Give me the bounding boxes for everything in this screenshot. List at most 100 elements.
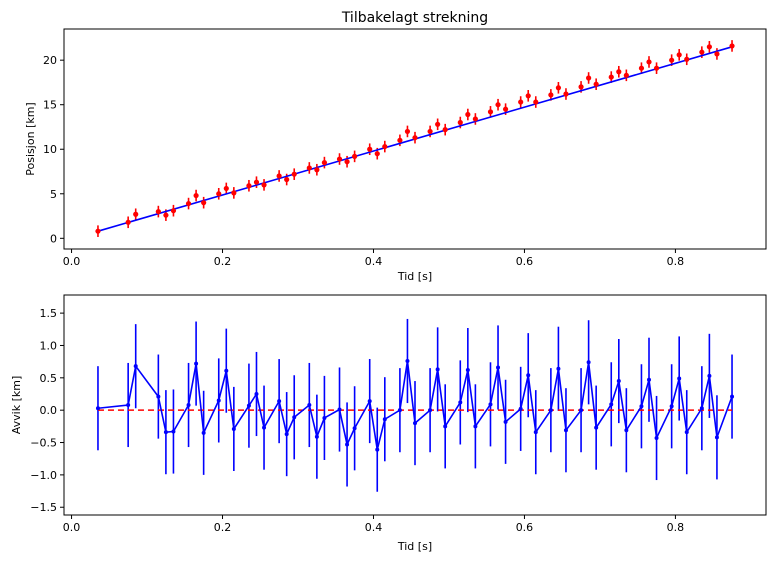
data-point	[276, 173, 282, 179]
data-point	[428, 408, 433, 413]
data-point	[730, 394, 735, 399]
data-point	[669, 404, 674, 409]
data-point	[171, 429, 176, 434]
data-point	[254, 392, 259, 396]
data-point	[253, 179, 260, 185]
y-tick-label: 1.0	[40, 339, 58, 352]
data-point	[367, 146, 373, 152]
data-point	[404, 128, 411, 135]
data-point	[639, 404, 644, 409]
data-point	[684, 430, 689, 435]
data-point	[284, 176, 290, 183]
data-point	[284, 432, 289, 437]
data-point	[608, 74, 614, 80]
data-point	[729, 43, 735, 49]
data-point	[186, 403, 191, 407]
data-point	[382, 143, 388, 150]
data-point	[155, 208, 161, 215]
data-point	[623, 72, 629, 78]
data-point	[556, 366, 561, 371]
y-tick-label: 15	[43, 99, 57, 112]
data-point	[322, 415, 327, 420]
position-chart: Tilbakelagt strekning 0.0 0.2 0.4 0.6 0.8 0 5 1…	[24, 10, 767, 283]
data-point	[533, 430, 538, 435]
data-point	[321, 160, 328, 166]
data-point	[95, 406, 100, 411]
y-tick-label: −1.0	[30, 469, 57, 482]
data-point	[194, 361, 199, 366]
data-point	[593, 81, 599, 87]
data-point	[676, 52, 682, 58]
data-point	[646, 59, 652, 65]
y-tick-label: 0.5	[40, 372, 58, 385]
x-axis-label: Tid [s]	[397, 270, 432, 283]
data-point	[714, 51, 720, 57]
chart-title: Tilbakelagt strekning	[341, 10, 488, 26]
data-point	[465, 111, 471, 118]
data-point	[216, 398, 221, 403]
data-point	[526, 373, 531, 378]
data-point	[163, 212, 169, 218]
data-point	[133, 211, 139, 217]
data-point	[413, 421, 417, 426]
deviation-chart: 0.0 0.2 0.4 0.6 0.8−1.5−1.0−0.50.00.51.01.5 …	[10, 294, 767, 553]
data-point	[231, 426, 236, 431]
position-chart-ticks: 0.0 0.2 0.4 0.6 0.8 0 5 10 15 20	[43, 54, 684, 268]
data-point	[594, 425, 599, 430]
data-point	[306, 165, 312, 171]
y-tick-label: 5	[50, 188, 57, 201]
data-point	[435, 367, 440, 372]
data-point	[397, 137, 403, 143]
data-point	[465, 368, 470, 373]
data-point	[624, 428, 629, 433]
x-tick-label: 0.6	[516, 255, 534, 268]
data-point	[344, 159, 350, 165]
x-tick-label: 0.8	[667, 255, 685, 268]
data-point	[457, 119, 463, 126]
data-point	[397, 408, 402, 413]
data-point	[548, 92, 554, 98]
data-point	[133, 364, 138, 369]
data-point	[496, 365, 501, 370]
data-point	[374, 151, 380, 157]
x-tick-label: 0.4	[365, 521, 383, 534]
data-point	[677, 376, 682, 381]
x-tick-label: 0.0	[63, 521, 81, 534]
y-tick-label: 0.0	[40, 404, 58, 417]
data-point	[163, 430, 168, 435]
data-point	[563, 428, 568, 433]
data-point	[261, 182, 267, 188]
data-point	[487, 109, 494, 115]
data-point	[307, 403, 312, 407]
data-point	[375, 447, 380, 452]
data-point	[382, 417, 387, 422]
data-point	[533, 99, 539, 105]
y-tick-label: 20	[43, 54, 57, 67]
y-tick-label: −1.5	[30, 501, 57, 514]
data-point	[653, 65, 660, 71]
data-point	[443, 424, 448, 429]
data-point	[336, 156, 343, 162]
data-point	[578, 84, 584, 90]
data-point	[707, 373, 712, 378]
y-tick-label: 10	[43, 143, 57, 156]
data-point	[699, 406, 704, 411]
data-point	[427, 128, 433, 135]
data-point	[156, 394, 161, 399]
position-chart-frame	[63, 28, 767, 250]
data-point	[518, 406, 523, 411]
data-point	[126, 403, 131, 407]
data-point	[555, 85, 562, 91]
data-point	[201, 430, 206, 435]
data-point	[314, 434, 319, 439]
x-tick-label: 0.4	[365, 255, 383, 268]
deviation-chart-ticks: 0.0 0.2 0.4 0.6 0.8 −1.5 −1.0 −0.5 0.0 0.5 1.0 1.5	[30, 307, 684, 534]
x-tick-label: 0.0	[63, 255, 81, 268]
data-point	[170, 208, 177, 214]
data-point	[201, 200, 207, 206]
data-point	[563, 91, 569, 97]
deviation-chart-frame	[63, 294, 767, 516]
data-point	[586, 75, 592, 81]
data-point	[292, 415, 297, 420]
